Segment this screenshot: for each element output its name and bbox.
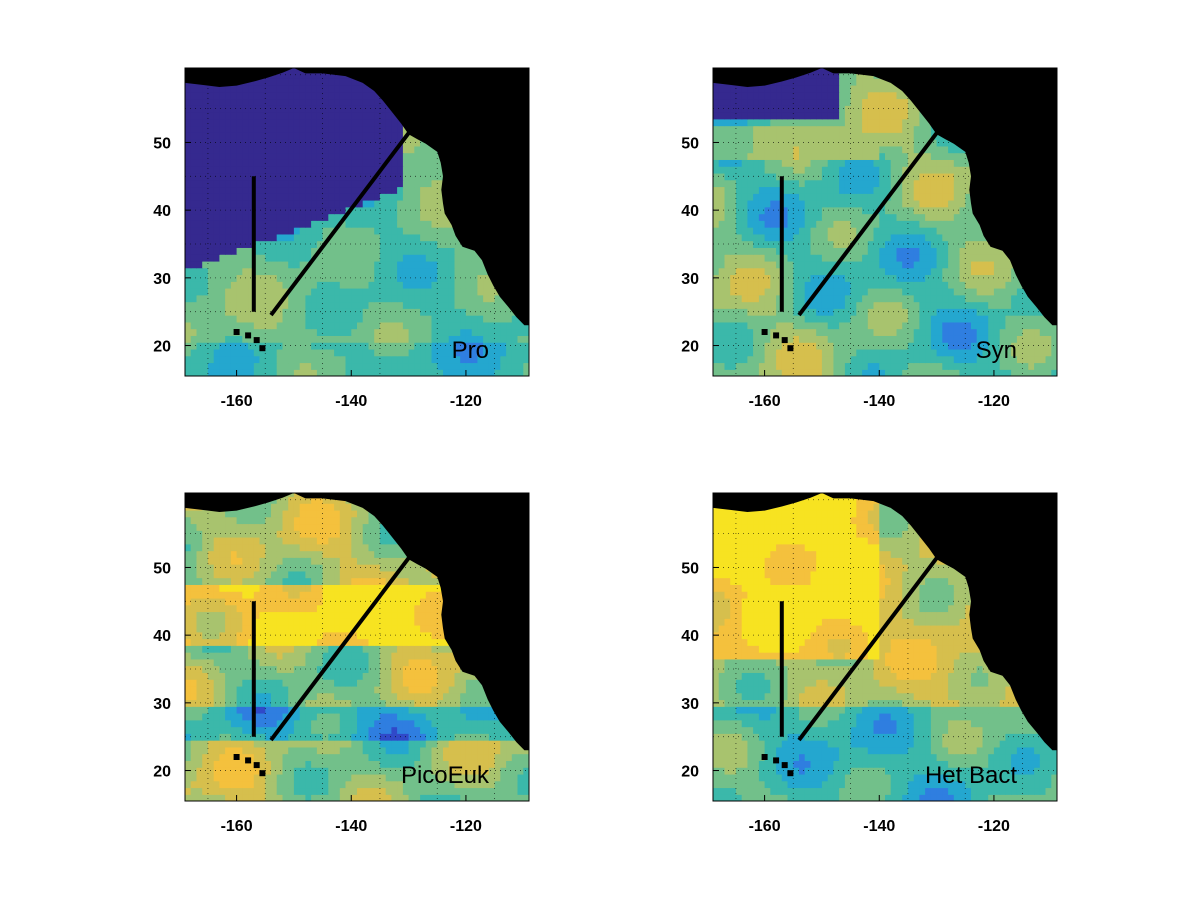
axes-frame	[184, 492, 530, 802]
y-tick-label: 40	[681, 203, 699, 220]
x-tick-label: -120	[450, 818, 482, 835]
cruise-transects	[251, 549, 416, 742]
land-mask	[185, 68, 529, 352]
map-panel-het-bact: -160 -140 -120 20 30 40 50 Het Bact	[681, 492, 1058, 835]
axes-frame	[184, 67, 530, 377]
axes-frame	[712, 492, 1058, 802]
x-tick-label: -140	[335, 818, 367, 835]
x-tick-label: -140	[863, 818, 895, 835]
transect-line-2	[269, 124, 416, 317]
y-tick-label: 30	[153, 271, 171, 288]
transect-line-2	[797, 124, 944, 317]
y-tick-label: 50	[153, 135, 171, 152]
y-tick-label: 40	[681, 628, 699, 645]
x-tick-label: -120	[978, 393, 1010, 410]
x-tick-label: -160	[221, 393, 253, 410]
y-axis-ticks: 20 30 40 50	[153, 135, 191, 356]
y-axis-ticks: 20 30 40 50	[681, 135, 719, 356]
panel-label: Pro	[452, 337, 489, 364]
land-mask	[713, 493, 1057, 777]
cruise-transects	[251, 124, 416, 317]
panel-label: PicoEuk	[401, 762, 490, 789]
x-tick-label: -120	[978, 818, 1010, 835]
panel-label: Het Bact	[925, 762, 1017, 789]
x-tick-label: -160	[221, 818, 253, 835]
x-axis-ticks: -160 -140 -120	[749, 370, 1010, 410]
y-tick-label: 20	[153, 764, 171, 781]
panel-label: Syn	[976, 337, 1017, 364]
y-tick-label: 20	[681, 764, 699, 781]
y-tick-label: 50	[153, 560, 171, 577]
y-tick-label: 30	[681, 271, 699, 288]
x-axis-ticks: -160 -140 -120	[221, 795, 482, 835]
land-mask	[713, 68, 1057, 352]
map-panel-syn: -160 -140 -120 20 30 40 50 Syn	[681, 67, 1058, 410]
y-tick-label: 20	[681, 339, 699, 356]
map-panel-pro: -160 -140 -120 20 30 40 50 Pro	[153, 67, 530, 410]
y-tick-label: 50	[681, 135, 699, 152]
y-tick-label: 30	[153, 696, 171, 713]
y-tick-label: 50	[681, 560, 699, 577]
axes-frame	[712, 67, 1058, 377]
cruise-transects	[779, 124, 944, 317]
y-axis-ticks: 20 30 40 50	[153, 560, 191, 781]
y-axis-ticks: 20 30 40 50	[681, 560, 719, 781]
x-tick-label: -140	[335, 393, 367, 410]
x-axis-ticks: -160 -140 -120	[221, 370, 482, 410]
x-axis-ticks: -160 -140 -120	[749, 795, 1010, 835]
cruise-transects	[779, 549, 944, 742]
land-mask	[185, 493, 529, 777]
transect-line-2	[797, 549, 944, 742]
transect-line-2	[269, 549, 416, 742]
y-tick-label: 40	[153, 203, 171, 220]
x-tick-label: -140	[863, 393, 895, 410]
x-tick-label: -160	[749, 393, 781, 410]
x-tick-label: -120	[450, 393, 482, 410]
y-tick-label: 30	[681, 696, 699, 713]
map-panel-picoeuk: -160 -140 -120 20 30 40 50 PicoEuk	[153, 492, 530, 835]
y-tick-label: 20	[153, 339, 171, 356]
x-tick-label: -160	[749, 818, 781, 835]
y-tick-label: 40	[153, 628, 171, 645]
